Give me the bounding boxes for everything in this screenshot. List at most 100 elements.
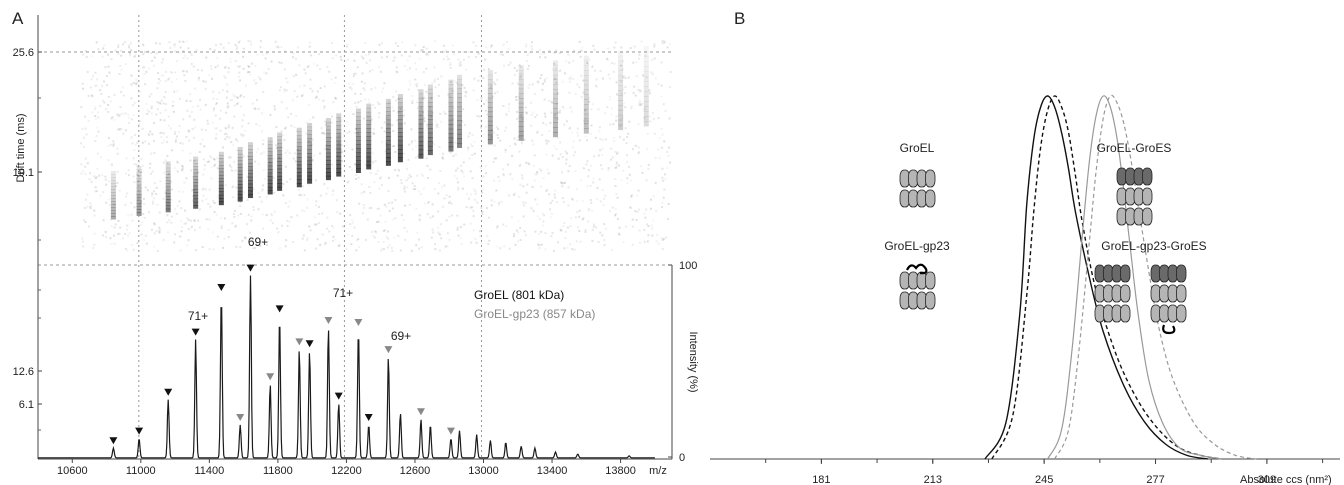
noise-dot xyxy=(651,72,654,75)
noise-dot xyxy=(380,184,383,187)
drift-band-segment xyxy=(518,84,524,90)
noise-dot xyxy=(170,198,173,201)
x-tick-label: 12600 xyxy=(400,465,431,477)
noise-dot xyxy=(136,141,139,144)
drift-band-segment xyxy=(583,84,589,91)
noise-dot xyxy=(426,202,429,205)
noise-dot xyxy=(537,81,540,84)
noise-dot xyxy=(148,166,151,169)
noise-dot xyxy=(522,204,525,207)
noise-dot xyxy=(468,157,471,160)
drift-band-segment xyxy=(110,180,116,184)
noise-dot xyxy=(265,72,268,75)
drift-band-segment xyxy=(552,84,558,90)
barrel-segment xyxy=(1111,304,1122,323)
noise-dot xyxy=(352,83,355,86)
noise-dot xyxy=(589,164,592,167)
noise-dot xyxy=(490,135,493,138)
noise-dot xyxy=(269,219,272,222)
noise-dot xyxy=(479,105,482,108)
x-tick-label: 13400 xyxy=(537,465,568,477)
noise-dot xyxy=(99,156,102,159)
noise-dot xyxy=(271,214,274,217)
noise-dot xyxy=(487,68,490,71)
noise-dot xyxy=(382,248,385,251)
noise-dot xyxy=(663,188,666,191)
noise-dot xyxy=(384,220,387,223)
noise-dot xyxy=(452,106,455,109)
noise-dot xyxy=(382,241,385,244)
noise-dot xyxy=(462,50,465,53)
noise-dot xyxy=(233,216,236,219)
noise-dot xyxy=(480,126,483,129)
noise-dot xyxy=(321,212,324,215)
noise-dot xyxy=(192,105,195,108)
noise-dot xyxy=(84,50,87,53)
drift-band-segment xyxy=(336,113,342,118)
drift-band-segment xyxy=(385,161,391,166)
noise-dot xyxy=(308,45,311,48)
noise-dot xyxy=(469,222,472,225)
noise-dot xyxy=(368,207,371,210)
noise-dot xyxy=(241,119,244,122)
noise-dot xyxy=(329,136,332,139)
noise-dot xyxy=(146,108,149,111)
noise-dot xyxy=(419,57,422,60)
noise-dot xyxy=(615,81,618,84)
noise-dot xyxy=(593,155,596,158)
barrel-segment xyxy=(1142,167,1153,186)
noise-dot xyxy=(515,229,518,232)
noise-dot xyxy=(407,88,410,91)
noise-dot xyxy=(495,226,498,229)
noise-dot xyxy=(153,232,156,235)
drift-band-segment xyxy=(366,156,372,162)
noise-dot xyxy=(212,90,215,93)
drift-band-segment xyxy=(366,160,372,166)
noise-dot xyxy=(667,154,670,157)
noise-dot xyxy=(124,232,127,235)
noise-dot xyxy=(233,209,236,212)
noise-dot xyxy=(438,249,441,252)
noise-dot xyxy=(293,90,296,93)
noise-dot xyxy=(112,145,115,148)
noise-dot xyxy=(497,204,500,207)
drift-band-segment xyxy=(457,124,463,130)
noise-dot xyxy=(212,109,215,112)
noise-dot xyxy=(117,219,120,222)
noise-dot xyxy=(235,138,238,141)
noise-dot xyxy=(541,212,544,215)
noise-dot xyxy=(275,126,278,129)
noise-dot xyxy=(592,177,595,180)
noise-dot xyxy=(224,184,227,187)
noise-dot xyxy=(534,198,537,201)
noise-dot xyxy=(568,80,571,83)
marker-gp23 xyxy=(384,346,393,354)
noise-dot xyxy=(633,45,636,48)
drift-band-segment xyxy=(307,179,313,184)
noise-dot xyxy=(94,107,97,110)
barrel-segment xyxy=(1176,284,1187,303)
noise-dot xyxy=(464,90,467,93)
noise-dot xyxy=(263,71,266,74)
noise-dot xyxy=(525,161,528,164)
noise-dot xyxy=(369,191,372,194)
drift-band-segment xyxy=(366,140,372,145)
drift-band-segment xyxy=(385,107,391,112)
noise-dot xyxy=(276,45,279,48)
marker-gp23 xyxy=(416,408,425,416)
noise-dot xyxy=(206,119,209,122)
noise-dot xyxy=(286,81,289,84)
noise-dot xyxy=(265,195,268,198)
drift-band-segment xyxy=(296,149,302,155)
noise-dot xyxy=(664,178,667,181)
noise-dot xyxy=(413,185,416,188)
noise-dot xyxy=(536,130,539,133)
noise-dot xyxy=(559,228,562,231)
noise-dot xyxy=(565,120,568,123)
drift-band-segment xyxy=(277,136,283,141)
noise-dot xyxy=(658,137,661,140)
peak-markers xyxy=(109,264,455,445)
noise-dot xyxy=(622,87,625,90)
noise-dot xyxy=(609,98,612,101)
noise-dot xyxy=(385,235,388,238)
